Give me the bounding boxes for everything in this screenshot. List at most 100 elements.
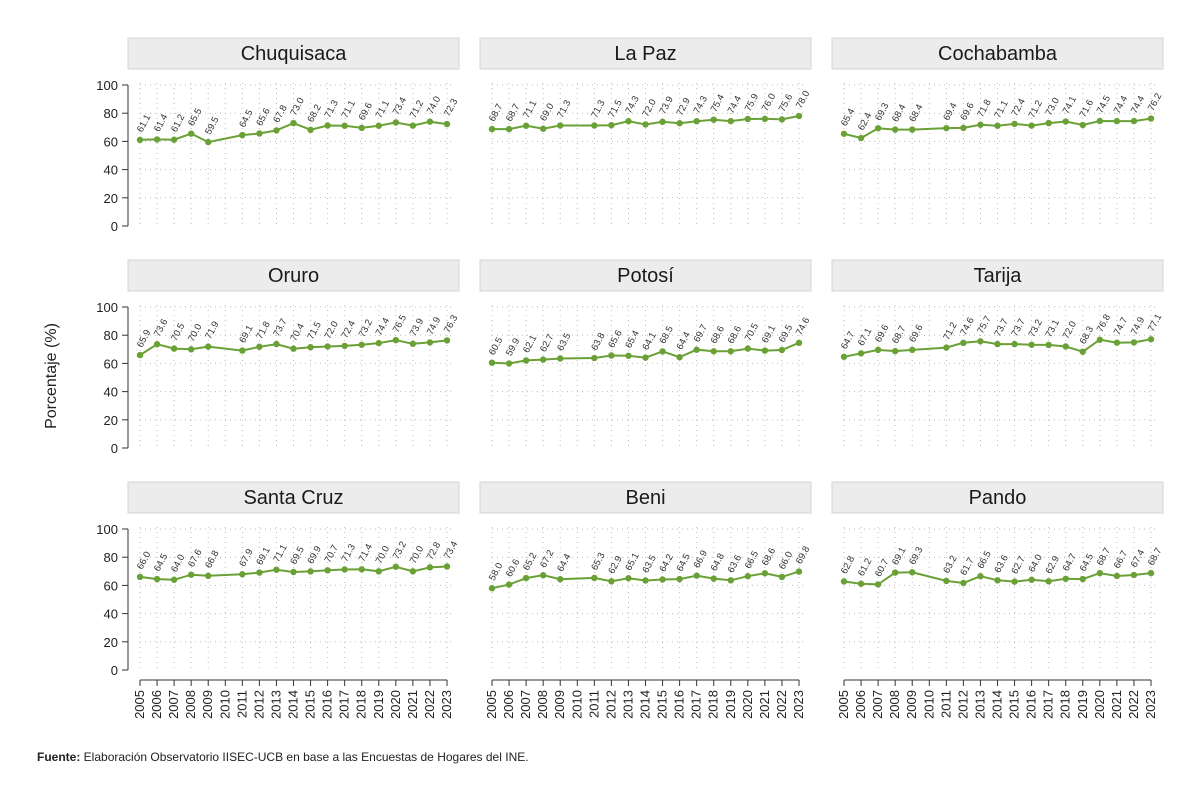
- data-point: [488, 585, 496, 592]
- data-point: [443, 337, 451, 344]
- data-point: [256, 130, 263, 137]
- x-tick-label: 2009: [904, 690, 919, 719]
- data-label: 66.5: [975, 549, 993, 570]
- panel-title-la-paz: La Paz: [614, 43, 676, 65]
- x-tick-label: 2006: [149, 690, 164, 719]
- data-point: [205, 343, 212, 350]
- data-label: 68.6: [760, 546, 778, 567]
- data-point: [608, 121, 615, 129]
- data-label: 74.4: [1129, 94, 1147, 115]
- data-point: [676, 120, 683, 127]
- data-point: [744, 345, 752, 352]
- data-label: 66.0: [777, 550, 795, 571]
- panel-title-tarija: Tarija: [974, 265, 1023, 287]
- y-tick-label: 20: [104, 413, 118, 428]
- data-label: 64.0: [1027, 553, 1045, 574]
- data-point: [727, 117, 734, 125]
- x-tick-label: 2005: [484, 690, 499, 719]
- data-point: [960, 124, 967, 132]
- data-label: 66.0: [135, 550, 153, 571]
- data-label: 72.8: [425, 540, 443, 561]
- data-point: [239, 347, 246, 354]
- y-tick-label: 40: [104, 385, 118, 400]
- data-label: 69.4: [941, 101, 959, 122]
- x-tick-label: 2015: [1007, 690, 1022, 719]
- data-point: [505, 125, 513, 133]
- data-label: 64.2: [657, 552, 675, 573]
- data-label: 74.9: [1129, 315, 1147, 336]
- x-tick-label: 2016: [672, 690, 687, 719]
- data-point: [727, 577, 734, 584]
- y-tick-label: 60: [104, 134, 118, 149]
- data-point: [874, 346, 882, 354]
- data-point: [1062, 343, 1069, 350]
- data-point: [909, 126, 916, 133]
- data-point: [522, 574, 530, 582]
- data-label: 67.9: [237, 547, 255, 568]
- data-point: [676, 353, 683, 361]
- y-tick-label: 60: [104, 578, 118, 593]
- data-label: 69.0: [538, 102, 556, 123]
- data-point: [761, 570, 769, 577]
- data-point: [795, 568, 803, 575]
- x-tick-label: 2012: [955, 690, 970, 719]
- data-point: [778, 116, 786, 123]
- data-label: 73.0: [1044, 96, 1062, 117]
- data-point: [1045, 119, 1052, 127]
- data-point: [153, 575, 161, 583]
- data-label: 72.0: [640, 97, 658, 118]
- data-point: [977, 121, 984, 128]
- data-label: 71.6: [1078, 98, 1096, 119]
- data-point: [1130, 117, 1138, 125]
- data-point: [205, 138, 212, 146]
- data-point: [170, 576, 178, 583]
- data-label: 76.8: [1095, 313, 1113, 334]
- data-label: 72.4: [340, 319, 358, 340]
- data-label: 73.0: [288, 96, 306, 117]
- data-point: [358, 566, 365, 573]
- data-point: [273, 127, 280, 134]
- data-label: 69.9: [305, 544, 323, 565]
- y-tick-label: 80: [104, 328, 118, 343]
- data-point: [375, 568, 382, 575]
- x-tick-label: 2007: [166, 690, 181, 719]
- x-tick-label: 2012: [603, 690, 618, 719]
- data-label: 65.9: [135, 328, 153, 349]
- data-label: 70.5: [169, 322, 187, 343]
- x-tick-label: 2008: [887, 690, 902, 719]
- x-tick-label: 2017: [689, 690, 704, 719]
- data-label: 71.1: [374, 99, 392, 120]
- x-tick-label: 2014: [990, 690, 1005, 719]
- data-label: 63.5: [555, 331, 573, 352]
- data-label: 70.0: [408, 544, 426, 565]
- x-tick-label: 2010: [921, 690, 936, 719]
- data-label: 60.6: [504, 557, 522, 578]
- x-tick-label: 2014: [638, 690, 653, 719]
- data-point: [153, 341, 161, 348]
- panel-title-oruro: Oruro: [268, 265, 319, 287]
- data-label: 65.4: [623, 329, 641, 350]
- data-label: 71.5: [606, 98, 624, 119]
- data-point: [170, 345, 178, 352]
- data-point: [392, 563, 400, 570]
- data-label: 62.4: [856, 111, 874, 132]
- data-point: [591, 354, 598, 362]
- data-point: [136, 351, 144, 359]
- data-point: [960, 579, 967, 587]
- data-label: 68.4: [890, 102, 908, 123]
- data-point: [1045, 578, 1052, 585]
- x-tick-label: 2020: [740, 690, 755, 719]
- data-label: 70.0: [186, 322, 204, 343]
- data-point: [1130, 339, 1138, 346]
- data-label: 65.1: [623, 551, 641, 572]
- data-point: [557, 355, 564, 362]
- panel-strip-cochabamba: [831, 37, 1164, 70]
- data-point: [187, 571, 195, 578]
- panel-strip-chuquisaca: [127, 37, 460, 70]
- data-label: 66.9: [692, 549, 710, 570]
- y-tick-label: 0: [111, 219, 118, 234]
- data-label: 70.4: [288, 322, 306, 343]
- data-point: [153, 136, 161, 143]
- panel-strip-potosi: [479, 259, 812, 292]
